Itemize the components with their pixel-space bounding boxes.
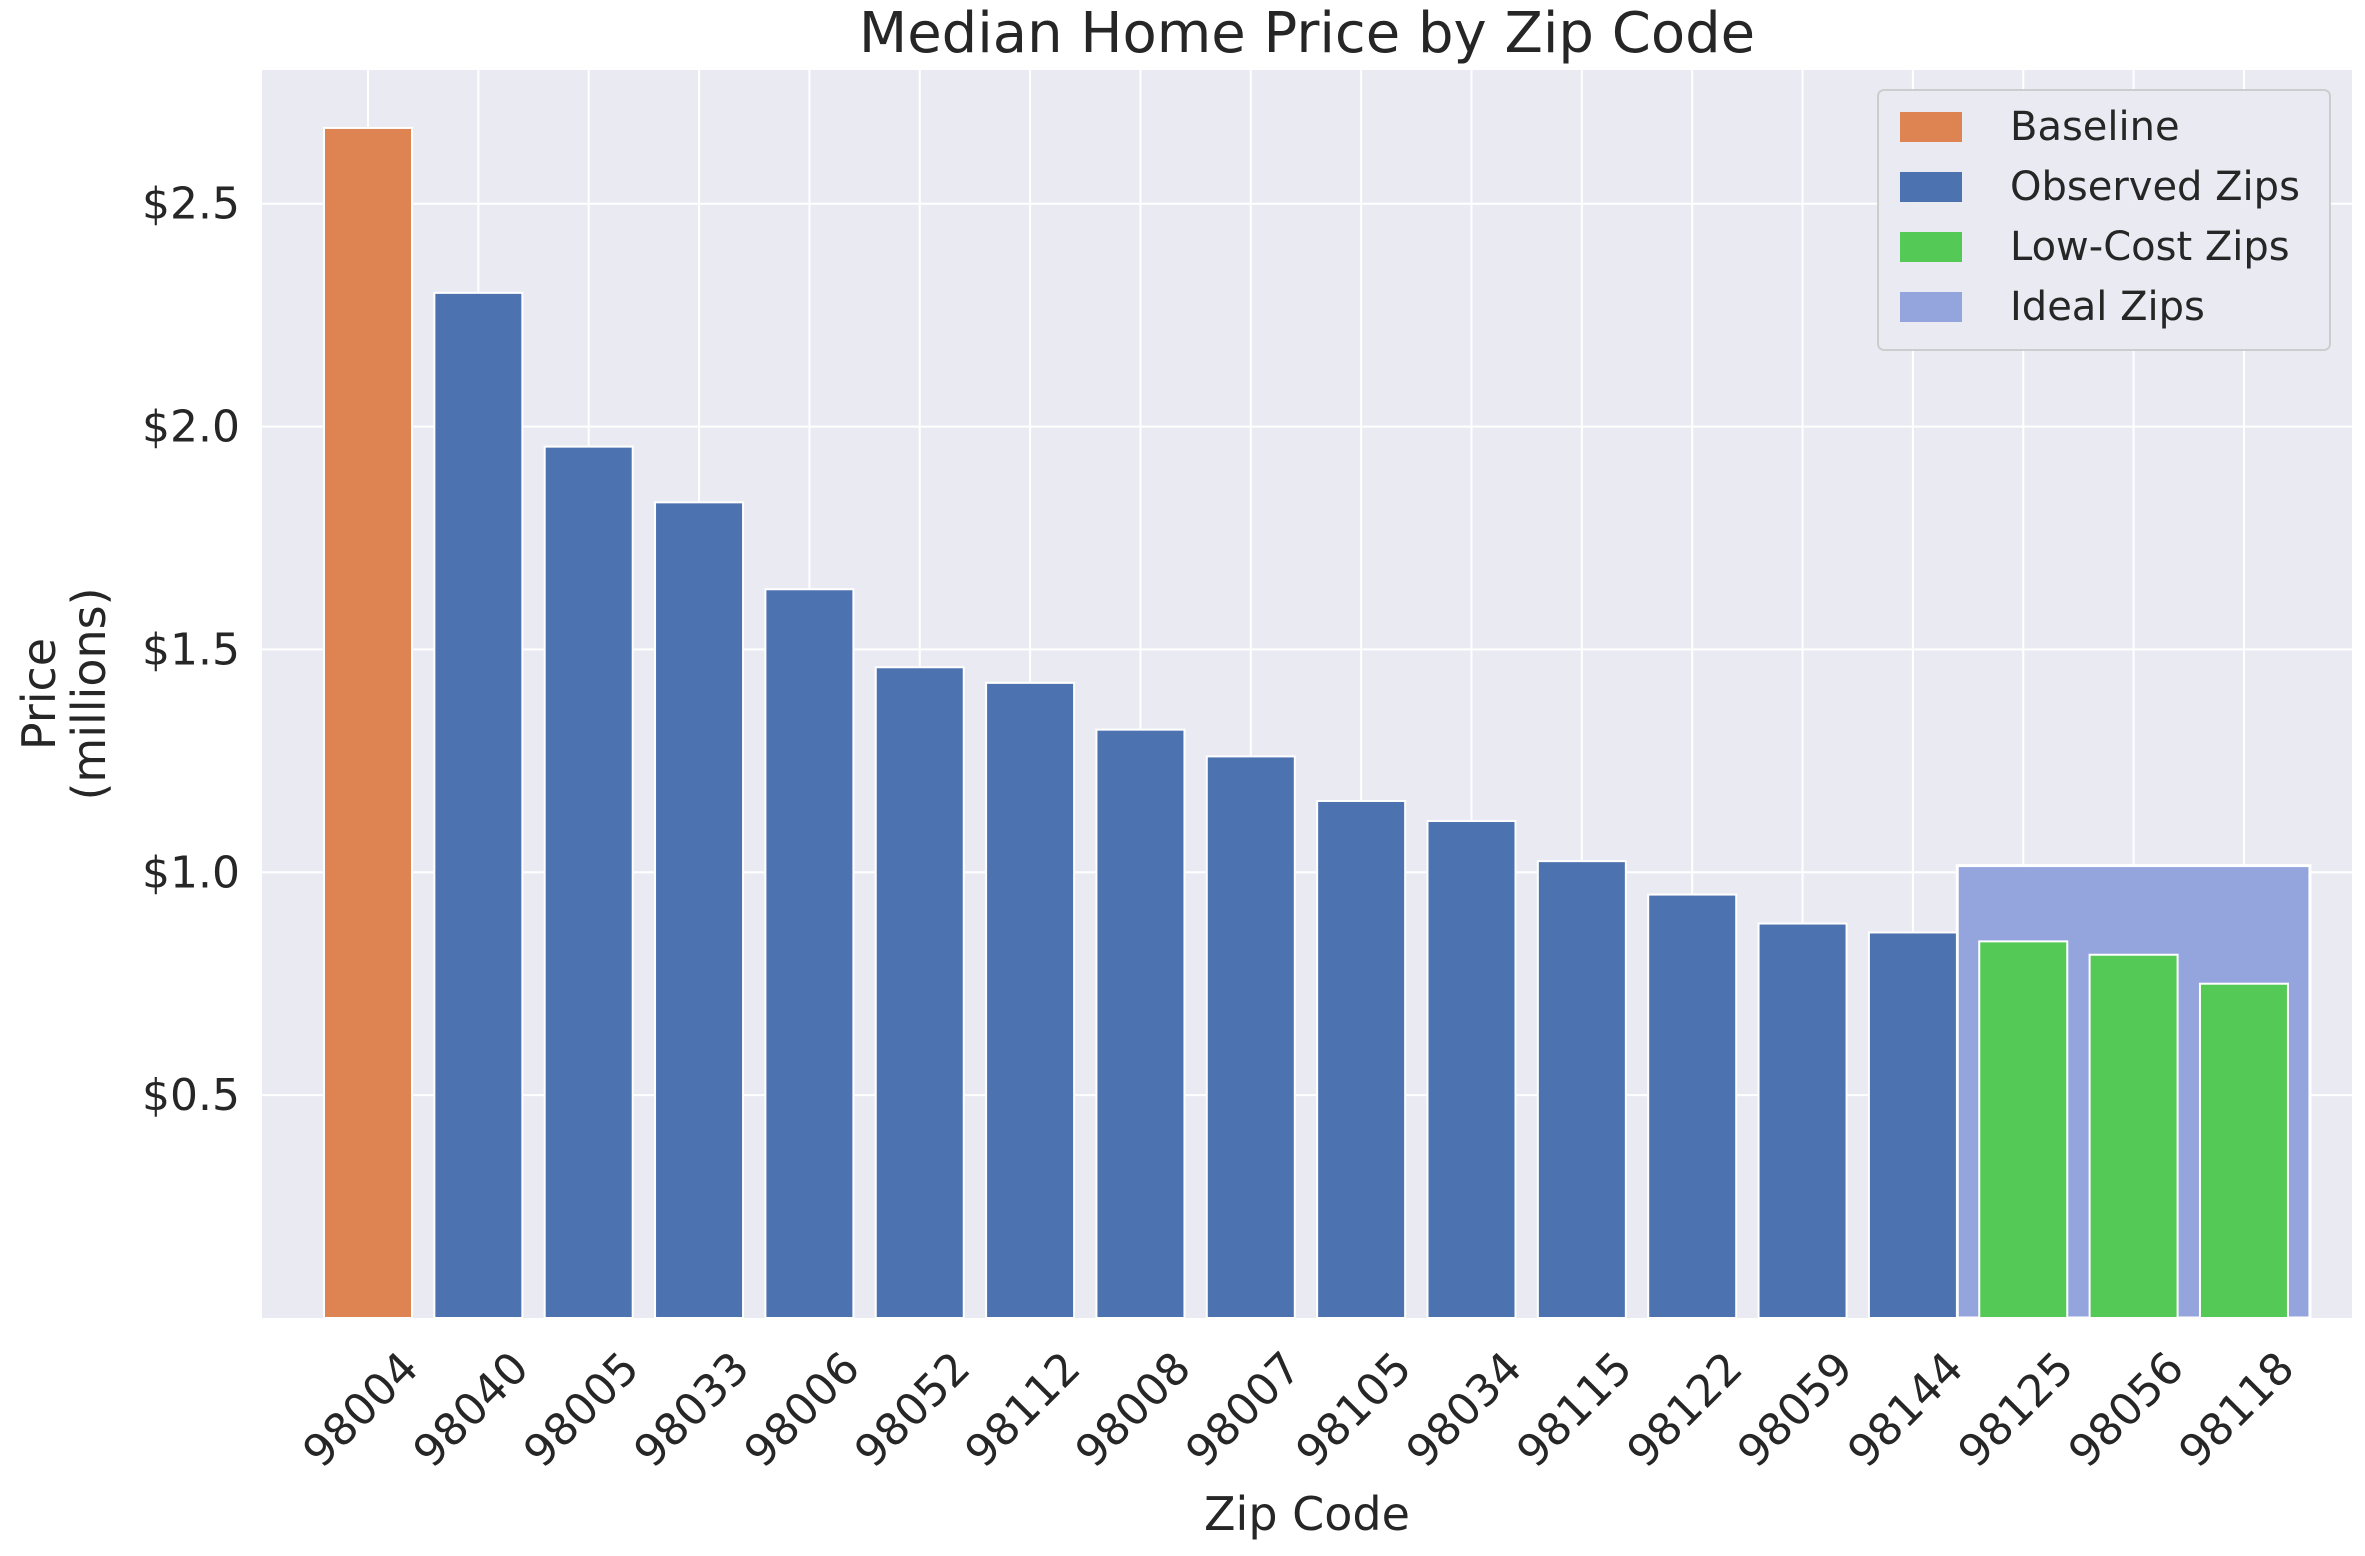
- bar-98056: [2088, 953, 2179, 1319]
- legend-swatch: [1900, 172, 1962, 202]
- chart-title: Median Home Price by Zip Code: [859, 1, 1755, 66]
- bar-98004: [323, 126, 413, 1319]
- legend-label: Ideal Zips: [2010, 284, 2205, 330]
- bar-98059: [1757, 922, 1848, 1319]
- bar-98007: [1205, 755, 1296, 1319]
- bar-98112: [985, 681, 1076, 1319]
- legend-label: Low-Cost Zips: [2010, 224, 2290, 270]
- y-tick-label: $2.0: [142, 402, 240, 453]
- y-tick-label: $2.5: [142, 179, 240, 230]
- bar-98122: [1647, 893, 1738, 1319]
- y-tick-label: $0.5: [142, 1070, 240, 1121]
- bar-98115: [1536, 860, 1627, 1320]
- bar-98105: [1316, 799, 1407, 1319]
- x-axis-label: Zip Code: [1204, 1487, 1410, 1541]
- legend-label: Observed Zips: [2010, 164, 2300, 210]
- y-axis-label: Price(millions): [12, 587, 116, 800]
- y-tick-label: $1.5: [142, 624, 240, 675]
- bar-98033: [654, 501, 745, 1320]
- legend-swatch: [1900, 112, 1962, 142]
- bar-98125: [1978, 940, 2069, 1319]
- legend-box: [1877, 89, 2331, 351]
- bars-layer: [323, 126, 2289, 1320]
- legend: Baseline Observed Zips Low-Cost Zips Ideal …: [1877, 89, 2331, 351]
- y-axis-label-line: Price: [12, 638, 66, 750]
- y-axis-ticks: $0.5 $1.0 $1.5 $2.0 $2.5: [142, 179, 240, 1121]
- legend-swatch: [1900, 292, 1962, 322]
- bar-98006: [764, 588, 855, 1319]
- y-tick-label: $1.0: [142, 847, 240, 898]
- legend-label: Baseline: [2010, 104, 2180, 150]
- y-axis-label-line: (millions): [62, 587, 116, 800]
- bar-98008: [1095, 728, 1186, 1319]
- bar-98034: [1426, 820, 1517, 1319]
- legend-swatch: [1900, 232, 1962, 262]
- bar-98118: [2198, 982, 2289, 1319]
- bar-98144: [1867, 931, 1958, 1319]
- bar-98052: [874, 666, 965, 1319]
- bar-98005: [543, 445, 634, 1319]
- bar-98040: [433, 291, 524, 1319]
